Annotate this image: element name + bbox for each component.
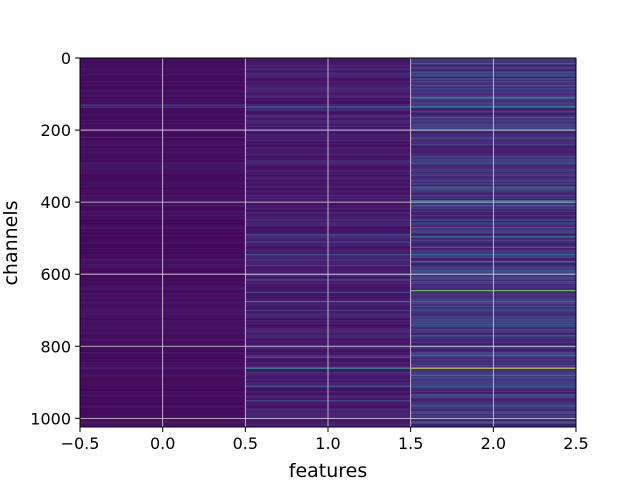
y-tick-label: 200 xyxy=(40,121,71,140)
y-tick-label: 600 xyxy=(40,265,71,284)
y-axis-label: channels xyxy=(0,200,22,285)
x-tick-label: 0.5 xyxy=(233,434,258,453)
x-tick-label: 1.5 xyxy=(398,434,423,453)
x-tick-label: −0.5 xyxy=(61,434,100,453)
x-tick-label: 2.0 xyxy=(481,434,506,453)
y-tick-label: 1000 xyxy=(30,409,71,428)
x-tick-label: 0.0 xyxy=(150,434,175,453)
x-tick-label: 2.5 xyxy=(563,434,588,453)
y-axis: 0 200 400 600 800 1000 xyxy=(30,49,80,428)
y-tick-label: 0 xyxy=(61,49,71,68)
y-tick-label: 400 xyxy=(40,193,71,212)
x-axis: −0.5 0.0 0.5 1.0 1.5 2.0 2.5 xyxy=(61,427,589,453)
grid-lines xyxy=(80,58,576,427)
y-tick-label: 800 xyxy=(40,337,71,356)
x-axis-label: features xyxy=(289,460,368,480)
x-tick-label: 1.0 xyxy=(315,434,340,453)
